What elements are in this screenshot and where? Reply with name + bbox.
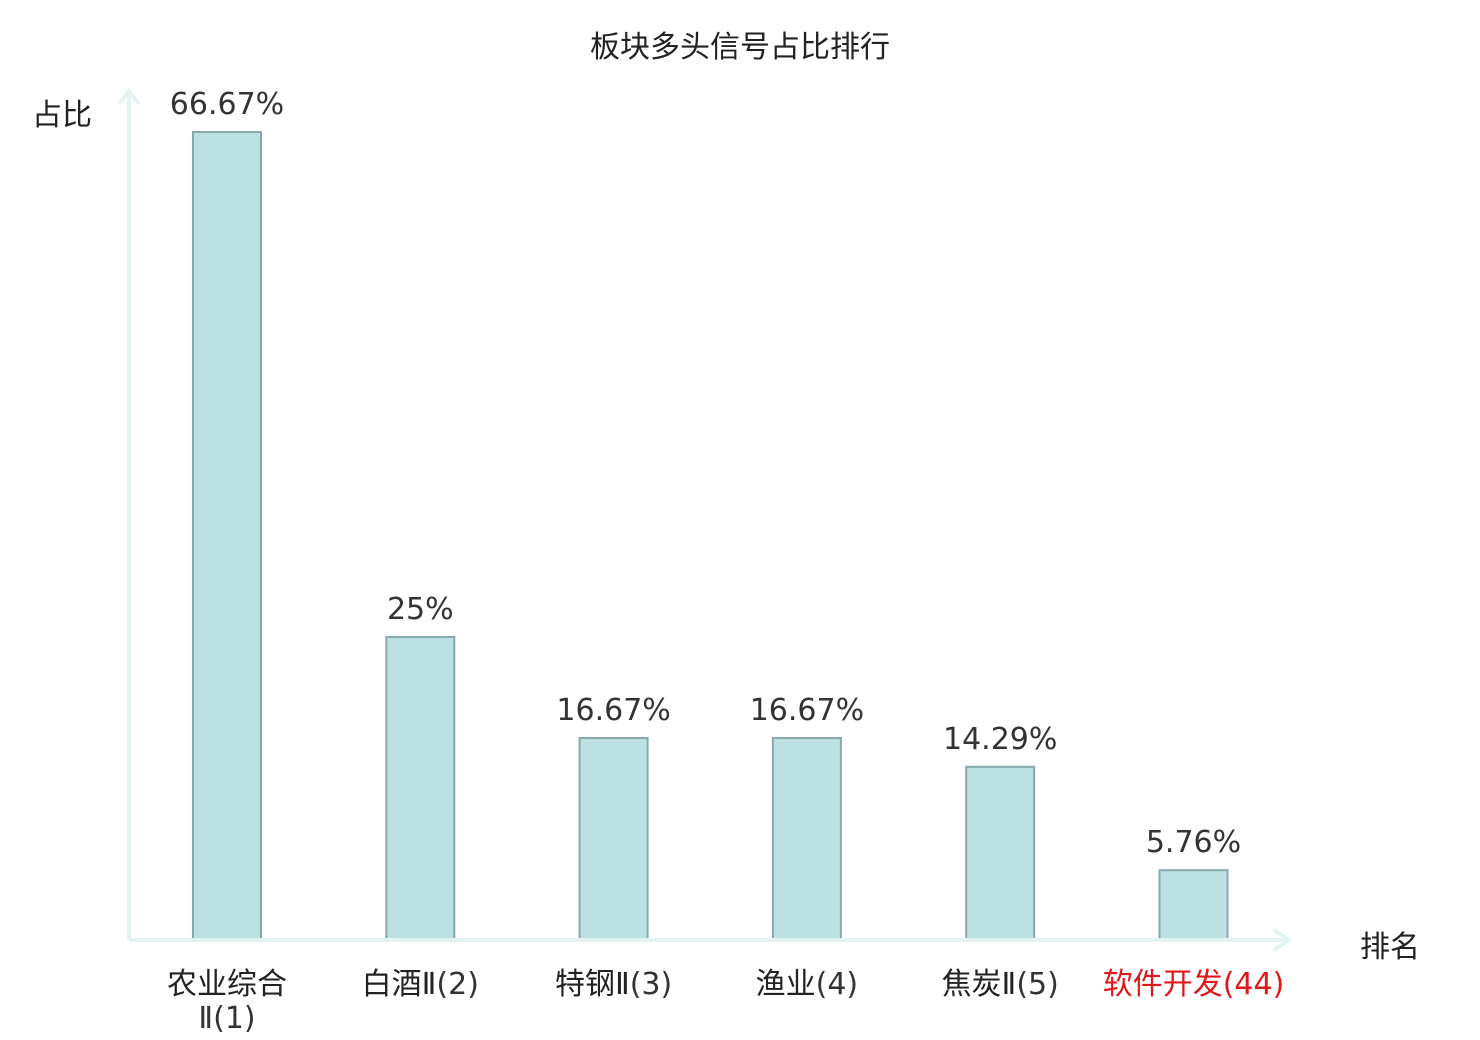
x-tick-rank: (3)	[630, 967, 673, 1002]
x-tick-label-3: 特钢Ⅱ(3)	[555, 967, 672, 1002]
x-tick-rank: (4)	[816, 967, 859, 1002]
value-label-2: 25%	[387, 592, 454, 627]
x-tick-rank: (44)	[1223, 967, 1285, 1002]
bar-5	[965, 765, 1036, 941]
value-label-3: 16.67%	[556, 693, 670, 728]
x-tick-label-4: 渔业(4)	[756, 967, 859, 1002]
x-tick-name: 焦炭Ⅱ	[942, 967, 1017, 1002]
value-label-6: 5.76%	[1146, 825, 1241, 860]
x-tick-rank: Ⅱ(1)	[198, 1001, 255, 1036]
x-axis-arrow	[1272, 928, 1293, 952]
y-axis-title: 占比	[32, 98, 92, 133]
y-axis-arrow	[117, 87, 141, 106]
bars-layer	[192, 131, 1229, 942]
x-tick-rank: (2)	[436, 967, 479, 1002]
chart-title: 板块多头信号占比排行	[590, 30, 890, 65]
x-tick-name: 特钢Ⅱ	[555, 967, 630, 1002]
x-tick-name: 农业综合	[167, 967, 287, 1002]
value-label-5: 14.29%	[943, 722, 1057, 757]
x-tick-label-2: 白酒Ⅱ(2)	[362, 967, 479, 1002]
labels-layer: 66.67% 农业综合 Ⅱ(1) 25% 白酒Ⅱ(2) 16.67% 特钢Ⅱ(3) 16.67…	[167, 87, 1284, 1036]
x-tick-label-6: 软件开发(44)	[1103, 967, 1285, 1002]
bar-3	[578, 737, 649, 941]
value-label-1: 66.67%	[170, 87, 284, 122]
bar-4	[771, 737, 842, 941]
x-tick-label-5: 焦炭Ⅱ(5)	[942, 967, 1059, 1002]
bar-1	[192, 131, 262, 941]
axes-layer	[117, 87, 1293, 952]
bar-6	[1158, 869, 1229, 942]
bar-2	[385, 636, 456, 941]
x-tick-name: 渔业	[756, 967, 816, 1002]
value-label-4: 16.67%	[750, 693, 864, 728]
x-axis-title: 排名	[1360, 930, 1420, 965]
x-tick-rank: (5)	[1016, 967, 1058, 1002]
x-tick-name: 软件开发	[1103, 967, 1223, 1002]
x-tick-name: 白酒Ⅱ	[362, 967, 437, 1002]
x-tick-label-1: 农业综合 Ⅱ(1)	[167, 967, 287, 1036]
